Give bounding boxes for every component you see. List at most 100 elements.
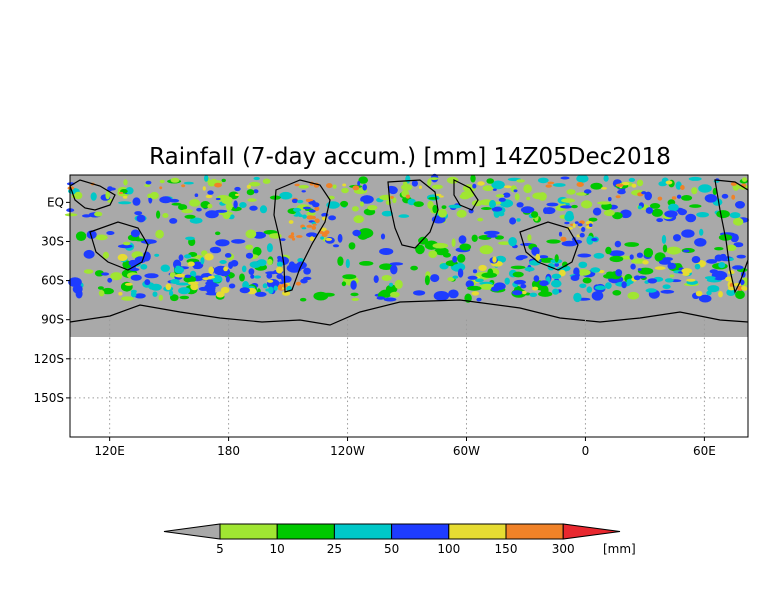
rain-cell bbox=[130, 274, 142, 281]
rain-cell bbox=[159, 179, 165, 184]
rain-cell bbox=[107, 277, 113, 283]
rain-cell bbox=[105, 191, 110, 200]
coastline bbox=[387, 179, 439, 249]
rain-cell bbox=[442, 252, 451, 258]
rain-cell bbox=[631, 183, 637, 188]
colorbar-level-label: 25 bbox=[327, 542, 342, 556]
colorbar-level-label: 50 bbox=[384, 542, 399, 556]
rain-cell bbox=[128, 259, 138, 267]
rain-cell bbox=[592, 207, 602, 216]
rain-cell bbox=[591, 291, 604, 301]
colorbar-level-label: 5 bbox=[216, 542, 224, 556]
rain-cell bbox=[516, 179, 525, 183]
rain-cell bbox=[72, 284, 83, 294]
rain-cell bbox=[572, 223, 576, 228]
rain-cell bbox=[206, 279, 214, 283]
rain-cell bbox=[520, 284, 527, 289]
rain-cell bbox=[605, 282, 612, 289]
rain-cell bbox=[246, 184, 251, 189]
rain-cell bbox=[664, 210, 678, 218]
rain-cell bbox=[308, 209, 316, 213]
rain-cell bbox=[475, 278, 484, 283]
rain-cell bbox=[644, 191, 652, 201]
rain-cell bbox=[413, 290, 426, 296]
rain-cell bbox=[467, 285, 482, 291]
rain-cell bbox=[266, 243, 273, 253]
rain-cell bbox=[471, 234, 478, 242]
rain-cell bbox=[303, 267, 311, 275]
rain-cell bbox=[257, 259, 267, 267]
rain-cell bbox=[447, 277, 455, 282]
colorbar-level-label: 150 bbox=[495, 542, 518, 556]
rain-cell bbox=[696, 212, 709, 218]
rain-cell bbox=[411, 180, 418, 187]
longitude-axis: 120E180120W60W060E120E180120W60W bbox=[94, 437, 716, 458]
rain-cell bbox=[189, 217, 203, 224]
rain-cell bbox=[446, 176, 459, 184]
rain-cell bbox=[729, 212, 741, 219]
rain-cell bbox=[487, 268, 494, 277]
rain-cell bbox=[350, 280, 357, 290]
rain-cell bbox=[97, 286, 104, 290]
rain-cell bbox=[673, 234, 681, 242]
rain-cell bbox=[486, 234, 498, 238]
rain-cell bbox=[579, 232, 585, 238]
rain-cell bbox=[452, 255, 458, 263]
rain-cell bbox=[207, 190, 214, 195]
rain-cell bbox=[427, 178, 432, 187]
coastline bbox=[89, 221, 149, 271]
rain-cell bbox=[521, 290, 527, 295]
coastline bbox=[69, 179, 116, 211]
rain-cell bbox=[312, 223, 317, 226]
rain-cell bbox=[512, 271, 524, 278]
rain-cell bbox=[231, 239, 246, 244]
rain-cell bbox=[259, 205, 268, 214]
rain-cell bbox=[668, 203, 679, 212]
rain-cell bbox=[328, 215, 336, 221]
rain-cell bbox=[352, 185, 360, 191]
rain-cell bbox=[478, 264, 487, 272]
rain-cell bbox=[452, 264, 463, 270]
rain-cell bbox=[241, 265, 247, 273]
rain-cell bbox=[706, 259, 718, 264]
rain-cell bbox=[350, 292, 359, 297]
rain-cell bbox=[532, 286, 539, 291]
rain-cell bbox=[424, 275, 430, 286]
rain-cell bbox=[576, 182, 584, 187]
rain-cell bbox=[477, 181, 485, 186]
rain-cell bbox=[588, 223, 593, 227]
rain-cell bbox=[588, 217, 598, 222]
y-tick-label: 150S bbox=[33, 391, 64, 405]
rain-cell bbox=[134, 293, 146, 299]
rain-cell bbox=[516, 202, 524, 208]
rain-cell bbox=[110, 272, 123, 281]
rain-cell bbox=[698, 294, 712, 303]
rain-cell bbox=[686, 278, 696, 282]
coastlines bbox=[69, 179, 749, 326]
rain-cell bbox=[531, 246, 540, 256]
rain-cell bbox=[495, 194, 505, 198]
rain-cell bbox=[282, 290, 291, 296]
rain-cell bbox=[90, 192, 97, 201]
rain-cell bbox=[129, 267, 140, 272]
rain-cell bbox=[230, 260, 239, 267]
rain-cell bbox=[340, 200, 349, 208]
colorbar-above-triangle bbox=[562, 523, 621, 540]
rain-cell bbox=[457, 254, 466, 263]
rain-cell bbox=[727, 286, 735, 291]
rain-cell bbox=[149, 191, 159, 200]
rain-cell bbox=[493, 209, 500, 218]
rain-cell bbox=[566, 189, 576, 195]
rain-cell bbox=[228, 191, 239, 200]
rain-cell bbox=[465, 280, 474, 288]
rain-cell bbox=[649, 203, 661, 209]
coastline bbox=[714, 179, 749, 294]
rain-cell bbox=[642, 260, 649, 265]
rain-cell bbox=[248, 181, 261, 187]
rain-cell bbox=[174, 266, 185, 274]
rain-cell bbox=[155, 229, 164, 239]
rain-cell bbox=[325, 237, 333, 241]
rain-cell bbox=[291, 268, 297, 273]
rain-cell bbox=[471, 291, 480, 296]
rain-cell bbox=[117, 253, 128, 262]
